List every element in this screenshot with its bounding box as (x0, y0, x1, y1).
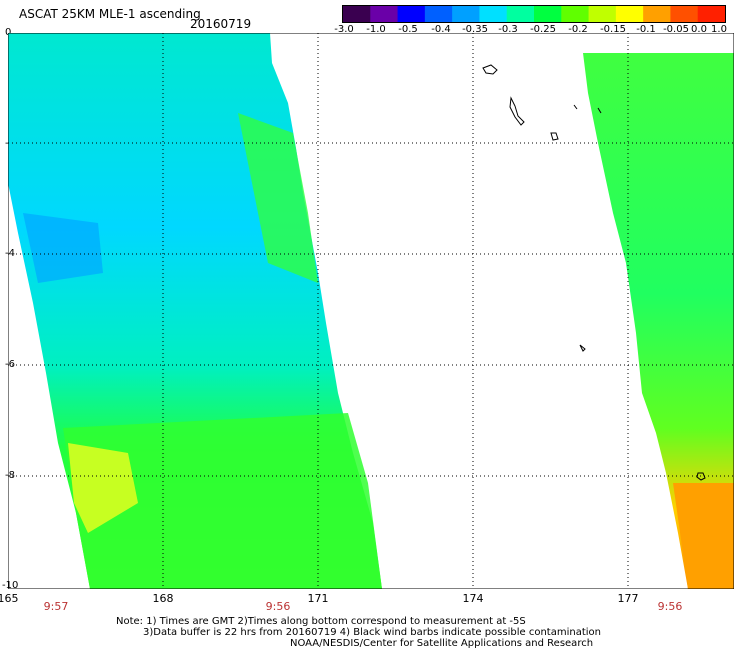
lat-label: -8 (5, 470, 15, 481)
lat-label: -6 (5, 359, 15, 370)
colorbar (342, 5, 726, 23)
colorbar-segment (397, 6, 426, 22)
lon-label: 165 (0, 592, 19, 605)
colorbar-segment (479, 6, 508, 22)
time-label: 9:57 (43, 600, 69, 613)
swath-orange-patch (673, 483, 734, 589)
colorbar-segment (615, 6, 644, 22)
satellite-swath-right (583, 53, 734, 589)
colorbar-tick: -3.0 (334, 24, 354, 35)
colorbar-tick: -0.35 (462, 24, 488, 35)
footnote-1: Note: 1) Times are GMT 2)Times along bot… (116, 616, 526, 627)
lon-label: 174 (462, 592, 484, 605)
colorbar-tick: 1.0 (711, 24, 727, 35)
colorbar-segment (506, 6, 535, 22)
colorbar-segment (670, 6, 699, 22)
colorbar-tick: -0.1 (636, 24, 656, 35)
colorbar-tick: -0.2 (568, 24, 588, 35)
swath-green-band (238, 113, 318, 283)
colorbar-segment (424, 6, 453, 22)
lat-label: -10 (2, 580, 19, 591)
chart-date: 20160719 (190, 17, 252, 31)
swath-yellow-patch (68, 443, 138, 533)
colorbar-tick: -0.5 (398, 24, 418, 35)
swath-green-region (63, 413, 382, 589)
lon-label: 168 (152, 592, 174, 605)
footnote-2: 3)Data buffer is 22 hrs from 20160719 4)… (143, 627, 601, 638)
colorbar-segment (534, 6, 562, 22)
chart-title: ASCAT 25KM MLE-1 ascending (19, 7, 201, 21)
colorbar-segment (643, 6, 671, 22)
lon-label: 171 (307, 592, 329, 605)
colorbar-ticks: -3.0 -1.0 -0.5 -0.4 -0.35 -0.3 -0.25 -0.… (330, 24, 730, 38)
colorbar-segment (588, 6, 617, 22)
footnote-3: NOAA/NESDIS/Center for Satellite Applica… (290, 638, 594, 649)
colorbar-tick: -0.05 (663, 24, 689, 35)
colorbar-segment (370, 6, 399, 22)
colorbar-tick: 0.0 (691, 24, 707, 35)
colorbar-tick: -1.0 (366, 24, 386, 35)
colorbar-tick: -0.3 (498, 24, 518, 35)
time-label: 9:56 (265, 600, 291, 613)
colorbar-gradient (343, 6, 726, 22)
wind-map (8, 33, 734, 589)
colorbar-segment (343, 6, 371, 22)
colorbar-tick: -0.4 (431, 24, 451, 35)
colorbar-segment (697, 6, 726, 22)
swath-blue-patch (23, 213, 103, 283)
colorbar-tick: -0.15 (600, 24, 626, 35)
colorbar-segment (561, 6, 590, 22)
lon-label: 177 (617, 592, 639, 605)
island-outlines (482, 64, 706, 481)
colorbar-tick: -0.25 (530, 24, 556, 35)
map-grid (8, 33, 734, 589)
time-label: 9:56 (657, 600, 683, 613)
lat-label: -4 (5, 248, 15, 259)
colorbar-segment (452, 6, 480, 22)
